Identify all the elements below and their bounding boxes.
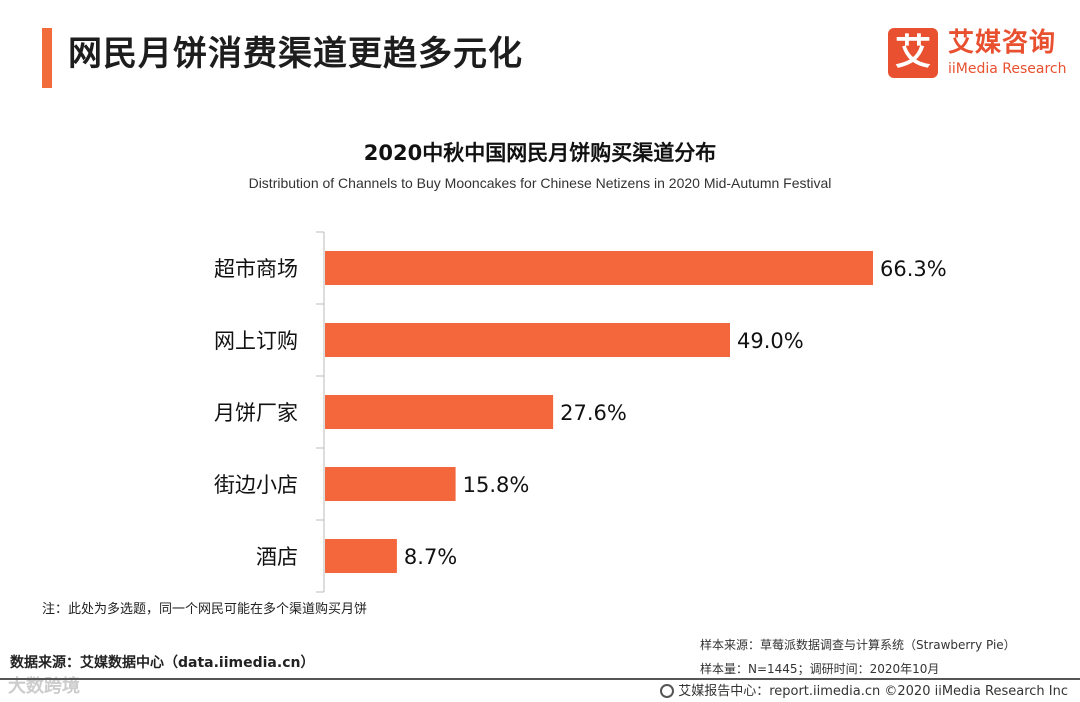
logo-chinese-name: 艾媒咨询	[948, 28, 1057, 58]
bar-0	[325, 251, 873, 285]
value-label-1: 49.0%	[737, 329, 804, 353]
watermark: 大数跨境	[8, 676, 80, 697]
value-label-0: 66.3%	[880, 257, 947, 281]
footer-divider	[0, 678, 1080, 680]
footer-text: 艾媒报告中心：report.iimedia.cn ©2020 iiMedia R…	[678, 684, 1068, 699]
category-label-2: 月饼厂家	[214, 401, 298, 425]
category-label-3: 街边小店	[214, 473, 298, 497]
bar-4	[325, 539, 397, 573]
category-label-0: 超市商场	[214, 257, 298, 281]
data-source: 数据来源：艾媒数据中心（data.iimedia.cn）	[10, 655, 315, 671]
page-title: 网民月饼消费渠道更趋多元化	[68, 34, 523, 74]
chart-subtitle: Distribution of Channels to Buy Mooncake…	[248, 175, 832, 191]
iimedia-logo[interactable]: 艾 艾媒咨询 iiMedia Research	[888, 28, 1068, 82]
value-label-3: 15.8%	[463, 473, 530, 497]
bar-2	[325, 395, 554, 429]
title-accent-bar	[42, 28, 52, 88]
footer: 艾媒报告中心：report.iimedia.cn ©2020 iiMedia R…	[660, 680, 1068, 699]
value-label-2: 27.6%	[560, 401, 627, 425]
bar-1	[325, 323, 731, 357]
chart-title: 2020中秋中国网民月饼购买渠道分布	[363, 141, 717, 165]
chart-note: 注：此处为多选题，同一个网民可能在多个渠道购买月饼	[42, 602, 368, 617]
bar-3	[325, 467, 456, 501]
sample-size: 样本量：N=1445；调研时间：2020年10月	[700, 662, 940, 676]
logo-mark-icon: 艾	[888, 28, 938, 78]
value-label-4: 8.7%	[404, 545, 457, 569]
category-label-4: 酒店	[256, 545, 298, 569]
category-label-1: 网上订购	[214, 329, 298, 353]
logo-english-name: iiMedia Research	[948, 61, 1067, 77]
sample-source: 样本来源：草莓派数据调查与计算系统（Strawberry Pie）	[700, 638, 1016, 652]
globe-icon	[660, 684, 675, 698]
